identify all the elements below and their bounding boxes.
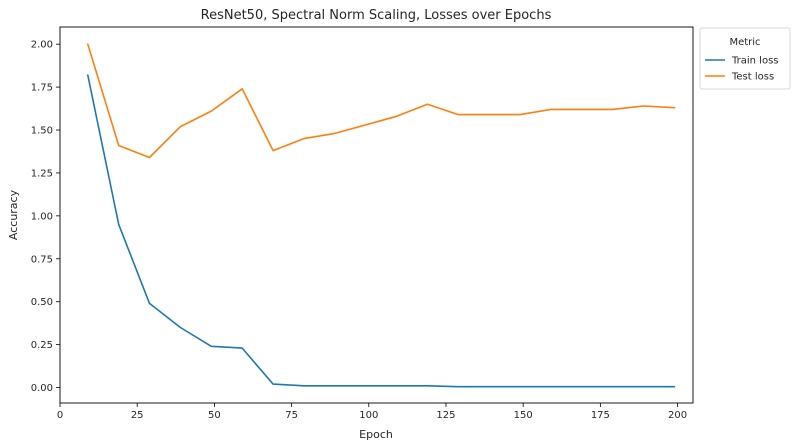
x-tick-label: 50 — [208, 410, 221, 421]
y-tick-label: 1.50 — [31, 126, 53, 137]
x-tick-label: 100 — [359, 410, 378, 421]
legend-label-train-loss: Train loss — [731, 56, 779, 67]
chart-title: ResNet50, Spectral Norm Scaling, Losses … — [201, 8, 552, 23]
series-layer — [87, 43, 676, 388]
y-tick-label: 1.00 — [31, 211, 53, 222]
y-tick-label: 1.75 — [31, 83, 53, 94]
x-tick-label: 175 — [591, 410, 610, 421]
series-line-test-loss — [87, 43, 676, 159]
y-axis: 0.00 0.25 0.50 0.75 1.00 1.25 1.50 1.75 2.00 — [31, 40, 60, 394]
plot-area — [59, 26, 694, 404]
y-tick-label: 0.25 — [31, 340, 53, 351]
legend-label-test-loss: Test loss — [731, 72, 774, 83]
y-tick-label: 1.25 — [31, 168, 53, 179]
legend: Metric Train loss Test loss — [699, 27, 791, 90]
legend-title: Metric — [729, 37, 760, 48]
x-tick-label: 0 — [57, 410, 63, 421]
y-axis-label: Accuracy — [7, 189, 20, 240]
x-tick-label: 150 — [514, 410, 533, 421]
y-tick-label: 2.00 — [31, 40, 53, 51]
legend-box — [699, 27, 791, 90]
y-tick-label: 0.00 — [31, 383, 53, 394]
axes-frame — [59, 26, 694, 404]
x-tick-label: 200 — [668, 410, 687, 421]
legend-entries: Train loss Test loss — [705, 56, 779, 83]
x-axis-label: Epoch — [359, 428, 393, 441]
x-axis: 0 25 50 75 100 125 150 175 200 — [57, 403, 687, 421]
x-tick-label: 25 — [131, 410, 144, 421]
series-line-train-loss — [87, 74, 676, 388]
x-tick-label: 75 — [285, 410, 298, 421]
y-tick-label: 0.50 — [31, 297, 53, 308]
x-tick-label: 125 — [436, 410, 455, 421]
y-tick-label: 0.75 — [31, 254, 53, 265]
